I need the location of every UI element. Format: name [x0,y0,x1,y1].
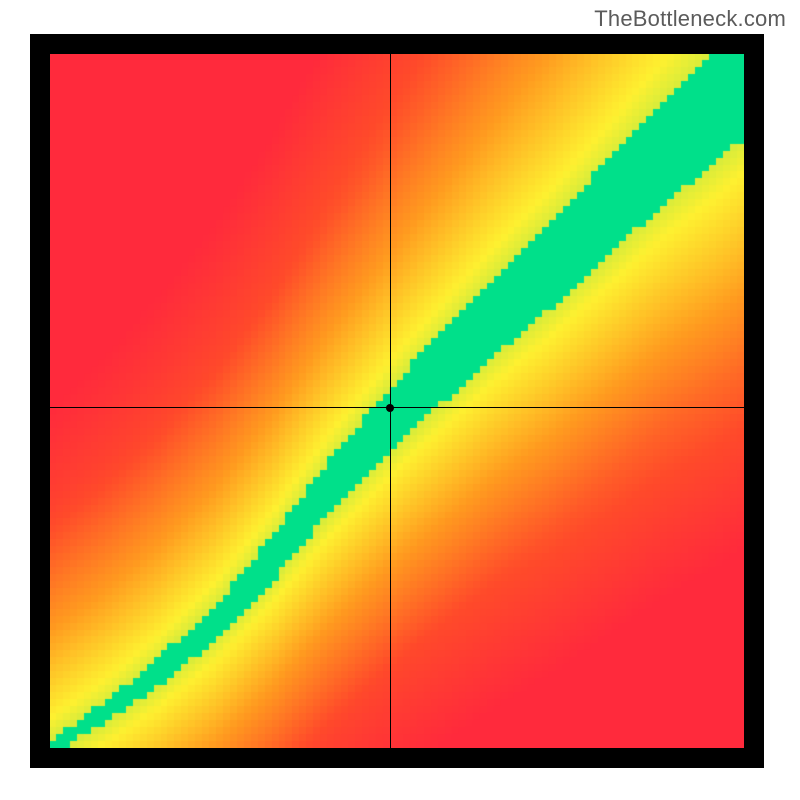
chart-frame [30,34,764,768]
crosshair-vertical [390,54,391,748]
watermark: TheBottleneck.com [594,6,786,32]
crosshair-horizontal [50,407,744,408]
heatmap-canvas [50,54,744,748]
chart-container: TheBottleneck.com [0,0,800,800]
marker-point [386,404,394,412]
